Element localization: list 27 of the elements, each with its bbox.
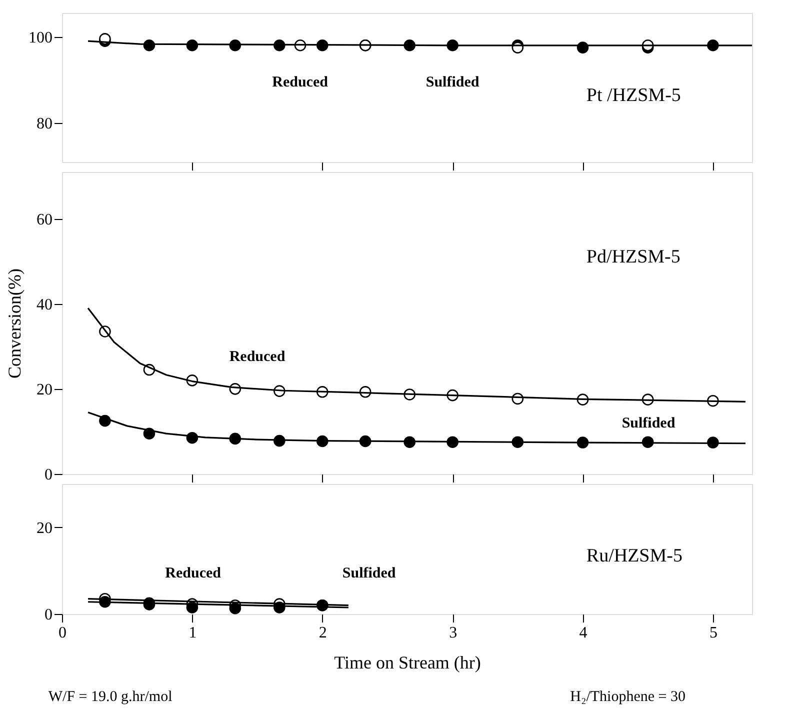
y-tick-label: 0 <box>44 466 52 484</box>
annotation: Sulfided <box>622 416 676 432</box>
x-axis-title: Time on Stream (hr) <box>334 652 481 672</box>
text: W/F = 19.0 g.hr/mol <box>48 688 172 705</box>
x-tick-label: 4 <box>579 624 588 642</box>
annotation: Reduced <box>165 565 222 582</box>
x-tick-label: 5 <box>709 624 718 642</box>
annotation: Reduced <box>272 74 329 91</box>
y-tick-label: 80 <box>36 116 52 133</box>
text: Pt /HZSM-5 <box>586 84 681 106</box>
text: Pd/HZSM-5 <box>586 246 680 268</box>
y-tick-label: 20 <box>36 381 52 398</box>
y-tick-label: 40 <box>36 296 52 314</box>
y-tick-label: 0 <box>44 606 52 624</box>
text: H₂/Thiophene = 30 <box>570 688 686 705</box>
y-tick-label: 20 <box>36 520 52 537</box>
annotation: Sulfided <box>342 565 396 582</box>
y-axis-title: Conversion(%) <box>4 268 24 378</box>
annotation: Reduced <box>229 349 286 366</box>
annotation: Sulfided <box>426 74 480 91</box>
text: Ru/HZSM-5 <box>586 546 682 566</box>
y-tick-label: 100 <box>28 29 52 46</box>
x-tick-label: 2 <box>318 624 327 642</box>
x-tick-label: 0 <box>58 624 66 642</box>
x-tick-label: 1 <box>188 624 197 642</box>
y-tick-label: 60 <box>36 211 52 228</box>
x-tick-label: 3 <box>449 624 458 642</box>
